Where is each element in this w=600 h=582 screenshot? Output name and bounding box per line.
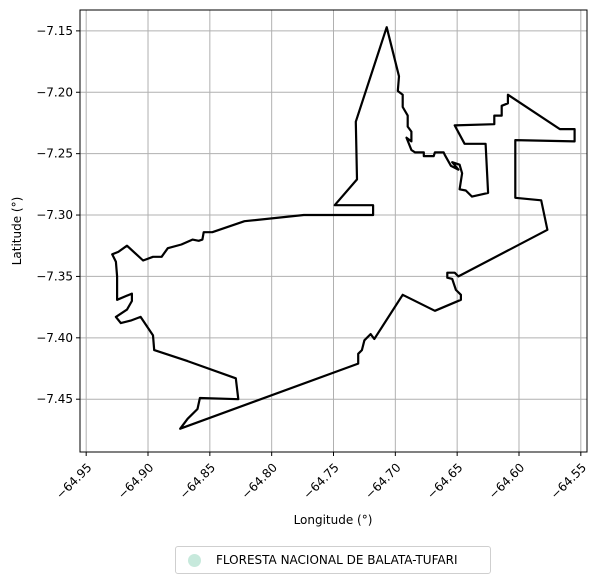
y-tick-label: −7.25	[36, 147, 73, 161]
x-tick-label: −64.65	[424, 460, 465, 501]
x-tick-label: −64.70	[362, 460, 403, 501]
y-tick-label: −7.40	[36, 331, 73, 345]
forest-boundary-outline	[111, 26, 576, 430]
x-tick-label: −64.75	[301, 460, 342, 501]
y-tick-label: −7.20	[36, 85, 73, 99]
y-tick-label: −7.15	[36, 24, 73, 38]
legend: FLORESTA NACIONAL DE BALATA-TUFARI	[175, 546, 491, 574]
x-tick-label: −64.95	[53, 460, 94, 501]
y-axis-label: Latitude (°)	[10, 197, 24, 266]
legend-marker	[188, 553, 201, 567]
legend-label: FLORESTA NACIONAL DE BALATA-TUFARI	[216, 553, 458, 567]
x-tick-label: −64.60	[486, 460, 527, 501]
y-tick-label: −7.30	[36, 208, 73, 222]
boundary-layer	[111, 26, 576, 430]
x-tick-label: −64.85	[177, 460, 218, 501]
y-tick-label: −7.45	[36, 392, 73, 406]
y-tick-label: −7.35	[36, 269, 73, 283]
grid-lines	[80, 10, 587, 452]
x-tick-label: −64.55	[548, 460, 589, 501]
x-tick-label: −64.90	[115, 460, 156, 501]
x-tick-label: −64.80	[239, 460, 280, 501]
x-axis-label: Longitude (°)	[294, 513, 373, 527]
